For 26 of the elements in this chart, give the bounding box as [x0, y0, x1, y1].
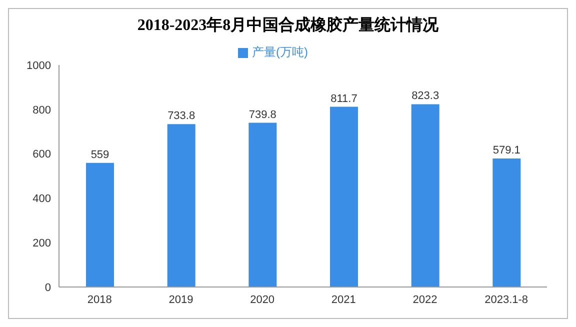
- data-label: 579.1: [492, 144, 520, 156]
- x-tick-label: 2022: [412, 294, 438, 306]
- y-tick-label: 800: [32, 104, 51, 116]
- x-tick-label: 2020: [250, 294, 275, 306]
- data-label: 811.7: [330, 92, 358, 105]
- y-tick-label: 400: [32, 193, 51, 206]
- bar: [411, 104, 440, 287]
- bar: [330, 106, 358, 287]
- bar: [248, 122, 277, 287]
- x-tick-label: 2018: [87, 294, 112, 306]
- data-label: 733.8: [168, 110, 196, 122]
- data-label: 739.8: [248, 108, 276, 121]
- y-tick-label: 0: [44, 282, 51, 294]
- legend-label: 产量(万吨): [252, 45, 308, 59]
- y-tick-label: 200: [32, 238, 51, 250]
- x-tick-label: 2023.1-8: [484, 294, 528, 306]
- bar: [492, 158, 521, 287]
- x-tick-label: 2019: [168, 294, 194, 306]
- chart-title: 2018-2023年8月中国合成橡胶产量统计情况: [136, 15, 440, 36]
- y-tick-label: 600: [32, 148, 51, 161]
- y-tick-label: 1000: [26, 60, 51, 72]
- x-tick-label: 2021: [331, 294, 356, 306]
- data-label: 823.3: [412, 90, 440, 102]
- data-label: 559: [90, 148, 110, 161]
- bar: [167, 124, 196, 287]
- bar: [86, 162, 114, 287]
